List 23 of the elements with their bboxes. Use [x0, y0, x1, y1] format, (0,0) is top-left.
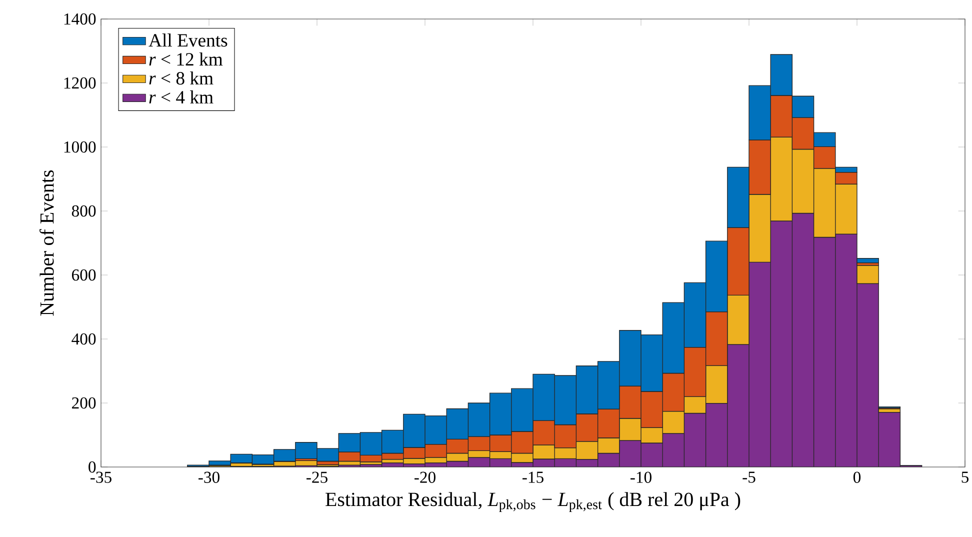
- legend-label: r < 12 km: [149, 52, 223, 66]
- x-tick-label: -5: [742, 472, 756, 483]
- x-tick-label: -10: [630, 472, 652, 483]
- x-tick-label: -35: [90, 472, 112, 483]
- x-tick-label: -30: [198, 472, 220, 483]
- y-tick-label: 200: [72, 397, 96, 409]
- y-tick-label: 1000: [64, 141, 96, 153]
- legend-label: r < 8 km: [149, 71, 214, 85]
- x-tick-label: 0: [853, 472, 861, 483]
- y-tick-label: 600: [72, 269, 96, 281]
- x-tick-label: -15: [522, 472, 544, 483]
- x-tick-label: -25: [306, 472, 328, 483]
- legend-label: r < 4 km: [149, 90, 214, 104]
- y-tick-label: 1400: [64, 13, 96, 25]
- y-axis-title: Number of Events: [40, 170, 54, 316]
- y-tick-label: 1200: [64, 77, 96, 89]
- legend-label: All Events: [148, 34, 228, 47]
- x-axis-title: Estimator Residual, L$_{pk,obs}$ − L$_{pk,est}$ ( dB rel 20 μPa ): [326, 492, 740, 512]
- y-tick-label: 0: [88, 461, 96, 473]
- y-tick-label: 400: [72, 333, 96, 345]
- y-tick-label: 800: [72, 205, 96, 217]
- x-tick-label: 5: [962, 472, 969, 483]
- x-tick-label: -20: [414, 472, 436, 483]
